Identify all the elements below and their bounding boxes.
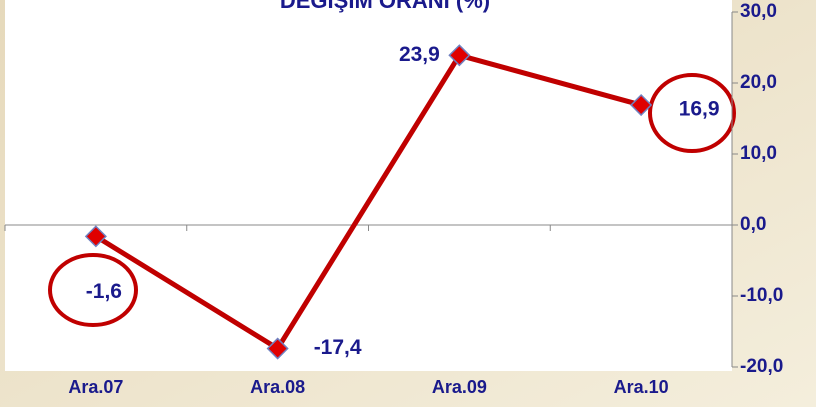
data-point: [448, 44, 471, 67]
y-tick-label: 0,0: [740, 214, 766, 235]
data-line: [94, 52, 642, 352]
x-tick-label: Ara.09: [432, 377, 487, 397]
data-label: 16,9: [679, 98, 720, 121]
plot-area: [5, 0, 732, 371]
x-tick-label: Ara.10: [614, 377, 669, 397]
y-tick-label: -20,0: [740, 356, 783, 377]
y-tick-label: -10,0: [740, 285, 783, 306]
data-label: -1,6: [86, 280, 122, 303]
y-tick-label: 30,0: [740, 1, 777, 22]
chart-title: DEĞİŞİM ORANI (%): [280, 0, 490, 13]
data-point: [266, 337, 289, 360]
data-point: [84, 225, 107, 248]
highlight-circle: [48, 253, 138, 327]
y-tick-label: 10,0: [740, 143, 777, 164]
x-tick-label: Ara.08: [250, 377, 305, 397]
x-tick-label: Ara.07: [68, 377, 123, 397]
data-point: [630, 93, 653, 117]
highlight-circle: [648, 73, 736, 153]
y-tick-label: 20,0: [740, 72, 777, 93]
data-label: -17,4: [314, 336, 362, 359]
data-label: 23,9: [399, 43, 440, 66]
